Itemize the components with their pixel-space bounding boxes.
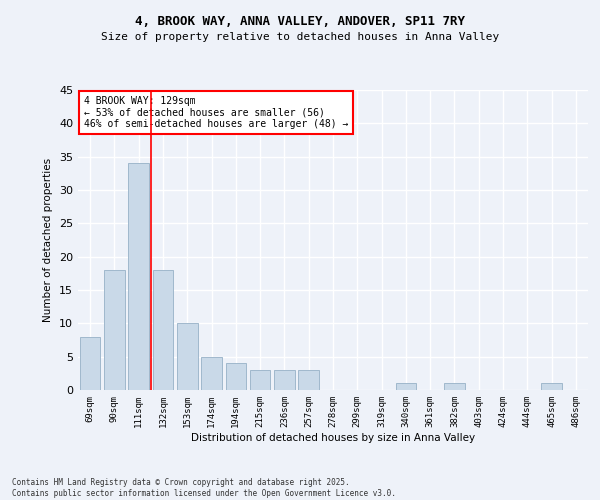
Bar bbox=[80, 336, 100, 390]
Bar bbox=[298, 370, 319, 390]
Bar bbox=[128, 164, 149, 390]
Bar bbox=[226, 364, 246, 390]
Bar bbox=[201, 356, 222, 390]
Text: 4 BROOK WAY: 129sqm
← 53% of detached houses are smaller (56)
46% of semi-detach: 4 BROOK WAY: 129sqm ← 53% of detached ho… bbox=[83, 96, 348, 129]
Bar bbox=[104, 270, 125, 390]
X-axis label: Distribution of detached houses by size in Anna Valley: Distribution of detached houses by size … bbox=[191, 432, 475, 442]
Text: Contains HM Land Registry data © Crown copyright and database right 2025.
Contai: Contains HM Land Registry data © Crown c… bbox=[12, 478, 396, 498]
Text: Size of property relative to detached houses in Anna Valley: Size of property relative to detached ho… bbox=[101, 32, 499, 42]
Bar bbox=[541, 384, 562, 390]
Bar bbox=[152, 270, 173, 390]
Bar bbox=[444, 384, 465, 390]
Text: 4, BROOK WAY, ANNA VALLEY, ANDOVER, SP11 7RY: 4, BROOK WAY, ANNA VALLEY, ANDOVER, SP11… bbox=[135, 15, 465, 28]
Bar bbox=[177, 324, 197, 390]
Y-axis label: Number of detached properties: Number of detached properties bbox=[43, 158, 53, 322]
Bar bbox=[250, 370, 271, 390]
Bar bbox=[274, 370, 295, 390]
Bar bbox=[395, 384, 416, 390]
